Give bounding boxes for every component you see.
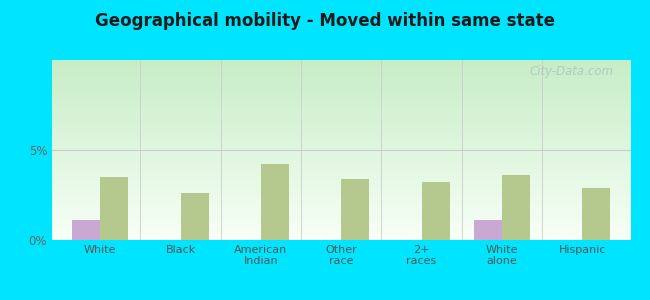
Bar [422,182,450,240]
Bar [474,220,502,240]
Bar [582,188,610,240]
Text: Geographical mobility - Moved within same state: Geographical mobility - Moved within sam… [95,12,555,30]
Bar [181,193,209,240]
Bar [72,220,100,240]
Bar [261,164,289,240]
Text: City-Data.com: City-Data.com [529,65,613,78]
Bar [341,179,369,240]
Bar [100,177,128,240]
Bar [502,175,530,240]
